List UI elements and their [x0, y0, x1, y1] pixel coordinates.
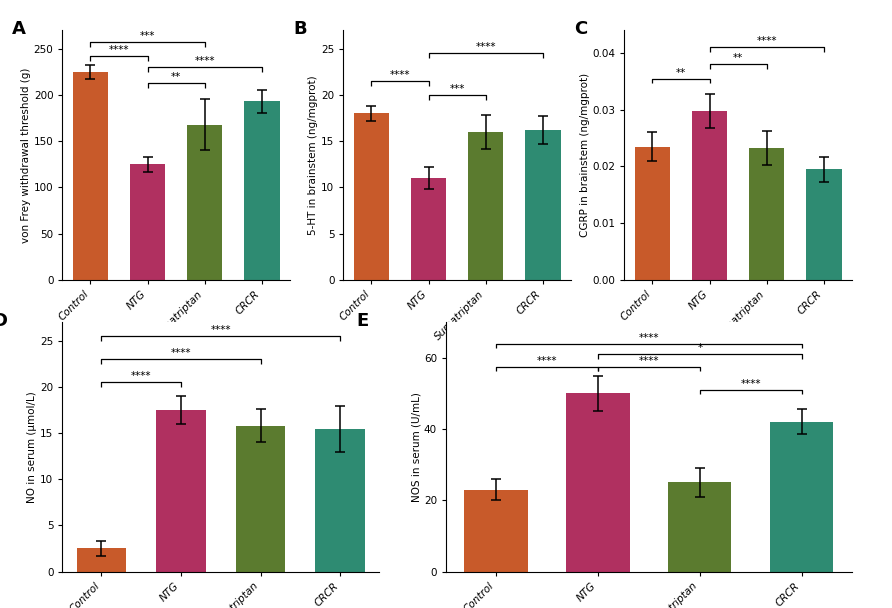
Bar: [566, 393, 630, 572]
Text: ****: ****: [537, 356, 558, 366]
Text: D: D: [0, 313, 8, 330]
Text: ****: ****: [194, 57, 215, 66]
Bar: [411, 178, 446, 280]
Y-axis label: von Frey withdrawal threshold (g): von Frey withdrawal threshold (g): [21, 67, 31, 243]
Text: *: *: [698, 344, 703, 353]
Y-axis label: 5-HT in brainstem (ng/mgprot): 5-HT in brainstem (ng/mgprot): [309, 75, 318, 235]
Text: ****: ****: [170, 348, 191, 358]
Bar: [316, 429, 365, 572]
Bar: [235, 426, 285, 572]
Bar: [635, 147, 670, 280]
Text: ****: ****: [639, 333, 659, 343]
Bar: [130, 164, 165, 280]
Bar: [244, 102, 279, 280]
Bar: [692, 111, 727, 280]
Text: **: **: [676, 67, 686, 78]
Bar: [668, 483, 731, 572]
Bar: [77, 548, 126, 572]
Bar: [187, 125, 222, 280]
Text: ****: ****: [756, 36, 777, 46]
Bar: [770, 422, 833, 572]
Bar: [806, 169, 841, 280]
Text: ***: ***: [450, 84, 465, 94]
Text: ****: ****: [131, 371, 152, 381]
Text: ***: ***: [140, 32, 155, 41]
Y-axis label: CGRP in brainstem (ng/mgprot): CGRP in brainstem (ng/mgprot): [580, 73, 590, 237]
Bar: [73, 72, 108, 280]
Text: ****: ****: [740, 379, 761, 389]
Text: ****: ****: [639, 356, 659, 366]
Text: E: E: [357, 313, 369, 330]
Bar: [749, 148, 784, 280]
Text: ****: ****: [475, 43, 496, 52]
Y-axis label: NO in serum (μmol/L): NO in serum (μmol/L): [28, 391, 37, 503]
Text: ****: ****: [109, 45, 129, 55]
Y-axis label: NOS in serum (U/mL): NOS in serum (U/mL): [411, 392, 421, 502]
Text: B: B: [293, 21, 307, 38]
Text: ****: ****: [211, 325, 231, 335]
Text: C: C: [574, 21, 588, 38]
Bar: [468, 132, 503, 280]
Bar: [156, 410, 206, 572]
Bar: [525, 130, 560, 280]
Text: **: **: [171, 72, 181, 82]
Text: ****: ****: [390, 70, 410, 80]
Bar: [465, 489, 528, 572]
Text: **: **: [733, 54, 743, 63]
Text: A: A: [12, 21, 26, 38]
Bar: [354, 114, 389, 280]
